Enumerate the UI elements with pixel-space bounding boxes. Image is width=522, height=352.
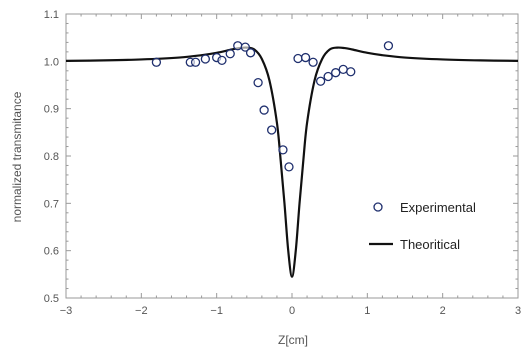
legend-label-theoritical: Theoritical <box>400 237 460 252</box>
x-tick-label: 0 <box>289 305 295 317</box>
plot-frame <box>65 13 519 299</box>
legend-marker-experimental <box>373 202 383 212</box>
y-tick-label: 0.5 <box>44 293 59 305</box>
y-tick-label: 1.0 <box>44 56 59 68</box>
experimental-point <box>225 49 235 59</box>
experimental-point <box>245 48 256 58</box>
experimental-point <box>346 67 356 77</box>
experimental-point <box>300 52 311 63</box>
experimental-point <box>293 53 303 64</box>
x-tick-label: 1 <box>364 305 370 317</box>
experimental-point <box>278 145 288 155</box>
experimental-point <box>331 68 341 78</box>
x-tick-label: −1 <box>210 305 223 317</box>
x-tick-label: −3 <box>60 305 73 317</box>
experimental-point <box>338 64 348 75</box>
y-tick-label: 0.7 <box>44 198 59 210</box>
ticks-layer: −3 −2 −1 0 1 2 3 0.5 0.6 0.7 0.8 0.9 1.0 1.1 <box>44 9 521 317</box>
experimental-point <box>190 57 201 67</box>
theoretical-curve <box>65 46 519 278</box>
experimental-point <box>233 41 243 51</box>
experimental-point <box>200 54 211 64</box>
y-tick-label: 1.1 <box>44 9 59 21</box>
experimental-point <box>315 76 326 86</box>
experimental-point <box>284 162 294 172</box>
series-layer <box>65 41 519 278</box>
experimental-point <box>323 71 333 82</box>
experimental-point <box>151 57 162 67</box>
legend-label-experimental: Experimental <box>400 200 476 215</box>
legend: Experimental Theoritical <box>369 200 476 252</box>
x-tick-label: 3 <box>515 305 521 317</box>
experimental-point <box>240 42 250 52</box>
x-tick-label: 2 <box>440 305 446 317</box>
experimental-point <box>253 77 263 88</box>
y-tick-label: 0.8 <box>44 151 59 163</box>
y-axis-title: normalized transmitance <box>10 91 24 222</box>
plot-frame-layer <box>65 13 519 299</box>
x-axis-title: Z[cm] <box>278 333 308 347</box>
experimental-point <box>217 55 227 66</box>
y-tick-label: 0.9 <box>44 104 59 116</box>
experimental-point <box>383 41 394 51</box>
x-tick-label: −2 <box>135 305 148 317</box>
y-tick-label: 0.6 <box>44 246 59 258</box>
experimental-point <box>259 105 269 115</box>
experimental-point <box>267 125 277 135</box>
experimental-point <box>308 57 318 67</box>
